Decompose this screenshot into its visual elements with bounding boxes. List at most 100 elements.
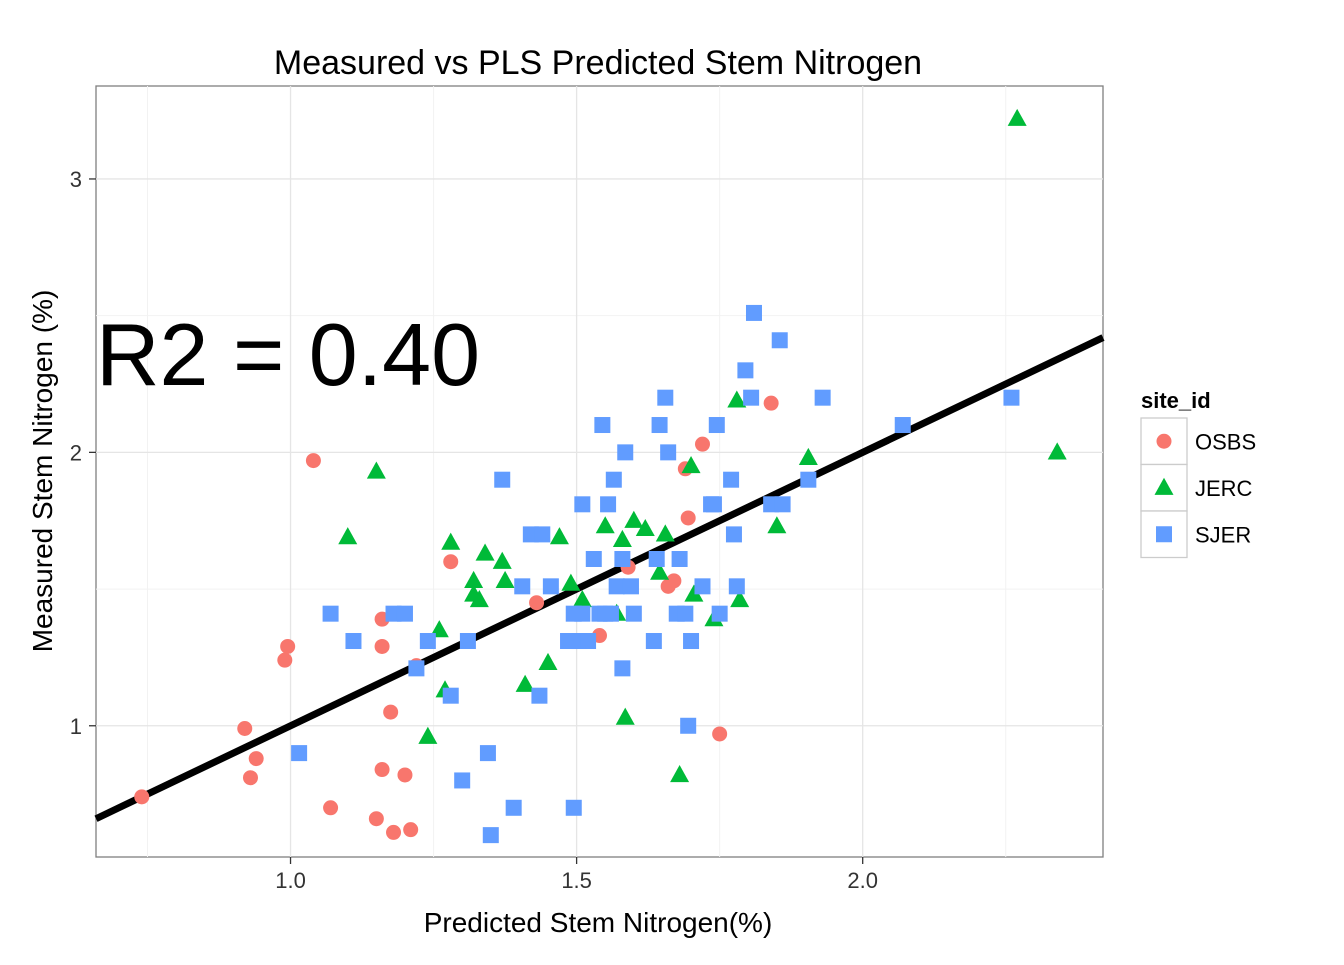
y-tick-label: 2 [70,440,82,465]
point-jerc [595,516,615,534]
point-sjer [723,471,740,488]
point-sjer [479,745,496,762]
point-sjer [711,605,728,622]
point-sjer [565,799,582,816]
legend-label-osbs: OSBS [1195,429,1256,454]
point-jerc [464,570,484,588]
point-sjer [800,471,817,488]
point-sjer [737,362,754,379]
point-sjer [602,605,619,622]
data-points [134,108,1067,844]
point-sjer [531,687,548,704]
point-jerc [549,527,569,545]
point-sjer [482,827,499,844]
point-jerc [492,551,512,569]
legend-keys: OSBS JERC SJER [1140,417,1256,559]
point-jerc [684,584,704,602]
point-jerc [538,652,558,671]
point-sjer [774,496,791,513]
point-osbs [403,822,419,838]
point-jerc [650,562,670,580]
point-sjer [505,799,522,816]
point-jerc [670,765,690,783]
point-osbs [666,573,682,589]
point-sjer [608,578,625,595]
point-sjer [771,332,788,349]
x-tick-label: 1.5 [561,868,592,893]
point-sjer [743,389,760,406]
point-osbs [368,811,384,827]
point-jerc [495,570,515,588]
legend-key-sjer [1156,526,1172,543]
y-tick-label: 3 [70,167,82,192]
point-sjer [677,605,694,622]
point-osbs [374,638,390,654]
point-jerc [655,524,675,542]
point-sjer [651,417,668,434]
y-tick-label: 1 [70,714,82,739]
point-osbs [323,800,339,816]
point-jerc [561,573,581,591]
legend-title: site_id [1141,388,1211,413]
point-osbs [237,721,253,736]
point-jerc [730,590,750,608]
point-sjer [345,633,362,650]
point-sjer [408,660,425,677]
point-sjer [622,578,639,595]
point-sjer [594,417,611,434]
legend-key-osbs [1156,433,1172,449]
point-sjer [459,633,476,650]
legend-key-jerc [1154,477,1174,495]
point-osbs [374,762,390,778]
point-sjer [442,687,459,704]
point-jerc [1047,442,1067,460]
point-sjer [322,605,339,622]
plot-panel [95,85,1104,858]
point-sjer [705,496,722,513]
point-sjer [694,578,711,595]
legend-label-jerc: JERC [1195,476,1253,501]
point-osbs [134,789,150,805]
point-jerc [338,527,358,545]
point-sjer [625,605,642,622]
x-tick-label: 1.0 [275,868,306,893]
point-osbs [242,770,258,786]
point-sjer [494,471,511,488]
point-sjer [534,526,551,543]
y-axis-label: Measured Stem Nitrogen (%) [27,290,58,653]
point-sjer [574,605,591,622]
fit-line-group [94,334,1105,822]
point-osbs [529,595,545,611]
point-osbs [277,652,293,668]
point-jerc [1007,108,1027,126]
legend: site_id OSBS JERC SJER [1140,388,1256,559]
point-sjer [614,660,631,677]
point-sjer [680,717,697,734]
point-sjer [454,772,471,789]
point-sjer [614,550,631,567]
point-sjer [291,745,308,762]
point-osbs [712,726,728,742]
point-sjer [645,633,662,650]
point-sjer [725,526,742,543]
point-sjer [1003,389,1020,406]
point-osbs [248,751,264,767]
axes: 1.0 1.5 2.0 1 2 3 [70,167,878,893]
point-jerc [418,726,438,744]
point-jerc [798,447,818,465]
point-osbs [397,767,413,783]
point-osbs [694,436,710,452]
point-osbs [680,510,696,526]
legend-label-sjer: SJER [1195,522,1251,547]
point-jerc [767,516,787,534]
point-jerc [572,590,592,608]
point-sjer [574,496,591,513]
point-sjer [419,633,436,650]
point-sjer [396,605,413,622]
point-jerc [635,518,655,537]
point-sjer [894,417,911,434]
point-jerc [624,510,644,528]
point-sjer [683,633,700,650]
grid-lines [96,86,1103,857]
